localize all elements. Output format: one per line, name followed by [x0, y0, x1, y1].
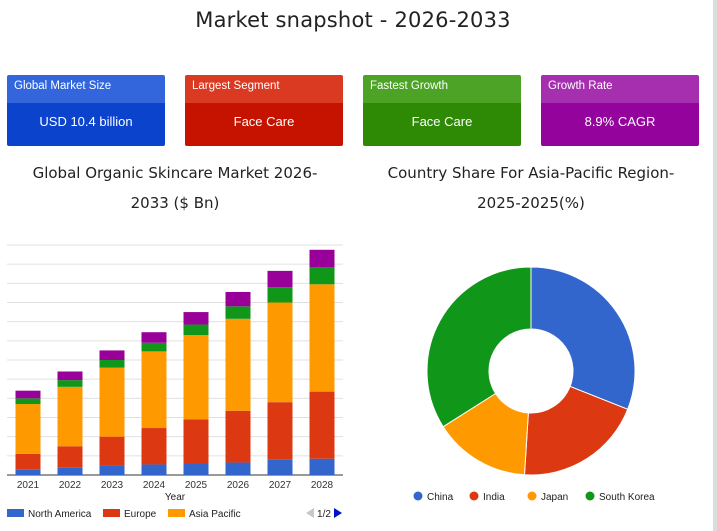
bar-segment — [309, 458, 335, 475]
bar-segment — [225, 462, 251, 475]
card-value: Face Care — [363, 103, 521, 146]
legend-pager[interactable]: 1/2 — [306, 508, 342, 520]
x-tick-label: 2027 — [269, 480, 292, 491]
x-tick-label: 2024 — [143, 480, 166, 491]
bar-segment — [141, 332, 167, 343]
bar-segment — [267, 459, 293, 475]
bar-segment — [309, 391, 335, 459]
x-tick-label: 2028 — [311, 480, 334, 491]
bar-segment — [141, 351, 167, 429]
bar-segment — [225, 318, 251, 411]
x-tick-label: 2025 — [185, 480, 208, 491]
legend-page-number: 1/2 — [317, 509, 331, 520]
x-tick-label: 2026 — [227, 480, 250, 491]
legend-dot — [413, 491, 423, 501]
bar-segment — [183, 419, 209, 464]
bar-segment — [225, 291, 251, 307]
donut-slice — [530, 266, 636, 410]
global-market-size-card: Global Market Size USD 10.4 billion — [7, 75, 165, 146]
legend-label: South Korea — [599, 492, 655, 503]
bar-segment — [15, 453, 41, 470]
legend-prev-page-icon[interactable] — [306, 508, 314, 518]
right-edge-divider — [713, 0, 717, 531]
card-header: Global Market Size — [7, 75, 165, 103]
legend-label: North America — [28, 509, 92, 520]
bar-segment — [183, 463, 209, 475]
legend-label: Japan — [541, 492, 568, 503]
bar-segment — [57, 467, 83, 475]
legend-swatch — [168, 509, 185, 517]
bar-segment — [99, 465, 125, 475]
legend-swatch — [103, 509, 120, 517]
legend-label: India — [483, 492, 505, 503]
card-header: Growth Rate — [541, 75, 699, 103]
bar-segment — [309, 284, 335, 392]
legend-next-page-icon[interactable] — [334, 508, 342, 518]
bar-chart: 2021 2022 2023 2024 2025 2026 2027 2028 Year Nort… — [7, 244, 343, 520]
page-title: Market snapshot - 2026-2033 — [195, 8, 511, 32]
x-tick-label: 2021 — [17, 480, 40, 491]
bar-segment — [15, 398, 41, 405]
bar-chart-title: Global Organic Skincare Market 2026-2033… — [32, 164, 318, 212]
bar-segment — [141, 342, 167, 352]
legend-label: Europe — [124, 509, 157, 520]
x-axis-label: Year — [165, 492, 186, 503]
bar-segment — [99, 350, 125, 360]
legend-swatch — [7, 509, 24, 517]
legend-dot — [469, 491, 479, 501]
card-header: Fastest Growth — [363, 75, 521, 103]
bar-segment — [57, 386, 83, 447]
bar-segment — [15, 390, 41, 399]
card-value: 8.9% CAGR — [541, 103, 699, 146]
growth-rate-card: Growth Rate 8.9% CAGR — [541, 75, 699, 146]
legend-dot — [585, 491, 595, 501]
bar-segment — [267, 302, 293, 403]
bar-segment — [267, 270, 293, 288]
bar-segment — [57, 446, 83, 468]
legend-label: China — [427, 492, 454, 503]
bar-segment — [267, 402, 293, 460]
bar-segment — [225, 410, 251, 463]
donut-chart-title: Country Share For Asia-Pacific Region- 2… — [387, 164, 675, 212]
donut-slice — [426, 266, 532, 428]
bar-segment — [99, 360, 125, 368]
bar-segment — [57, 380, 83, 387]
bar-segment — [99, 436, 125, 466]
bar-segment — [141, 428, 167, 465]
bar-segment — [183, 324, 209, 336]
bar-segment — [309, 249, 335, 268]
bar-segment — [183, 312, 209, 325]
legend-label: Asia Pacific — [189, 509, 241, 520]
card-value: Face Care — [185, 103, 343, 146]
x-tick-label: 2023 — [101, 480, 124, 491]
bar-segment — [15, 469, 41, 475]
donut-slice — [523, 385, 629, 476]
bar-segment — [57, 371, 83, 381]
donut-chart: China India Japan South Korea — [413, 266, 655, 503]
bar-segment — [309, 267, 335, 285]
bar-segment — [99, 367, 125, 437]
x-tick-label: 2022 — [59, 480, 82, 491]
bar-segment — [141, 464, 167, 475]
card-value: USD 10.4 billion — [7, 103, 165, 146]
legend-dot — [527, 491, 537, 501]
bar-segment — [183, 335, 209, 420]
bar-segment — [225, 306, 251, 319]
card-header: Largest Segment — [185, 75, 343, 103]
fastest-growth-card: Fastest Growth Face Care — [363, 75, 521, 146]
largest-segment-card: Largest Segment Face Care — [185, 75, 343, 146]
bar-segment — [267, 287, 293, 303]
bar-segment — [15, 404, 41, 454]
